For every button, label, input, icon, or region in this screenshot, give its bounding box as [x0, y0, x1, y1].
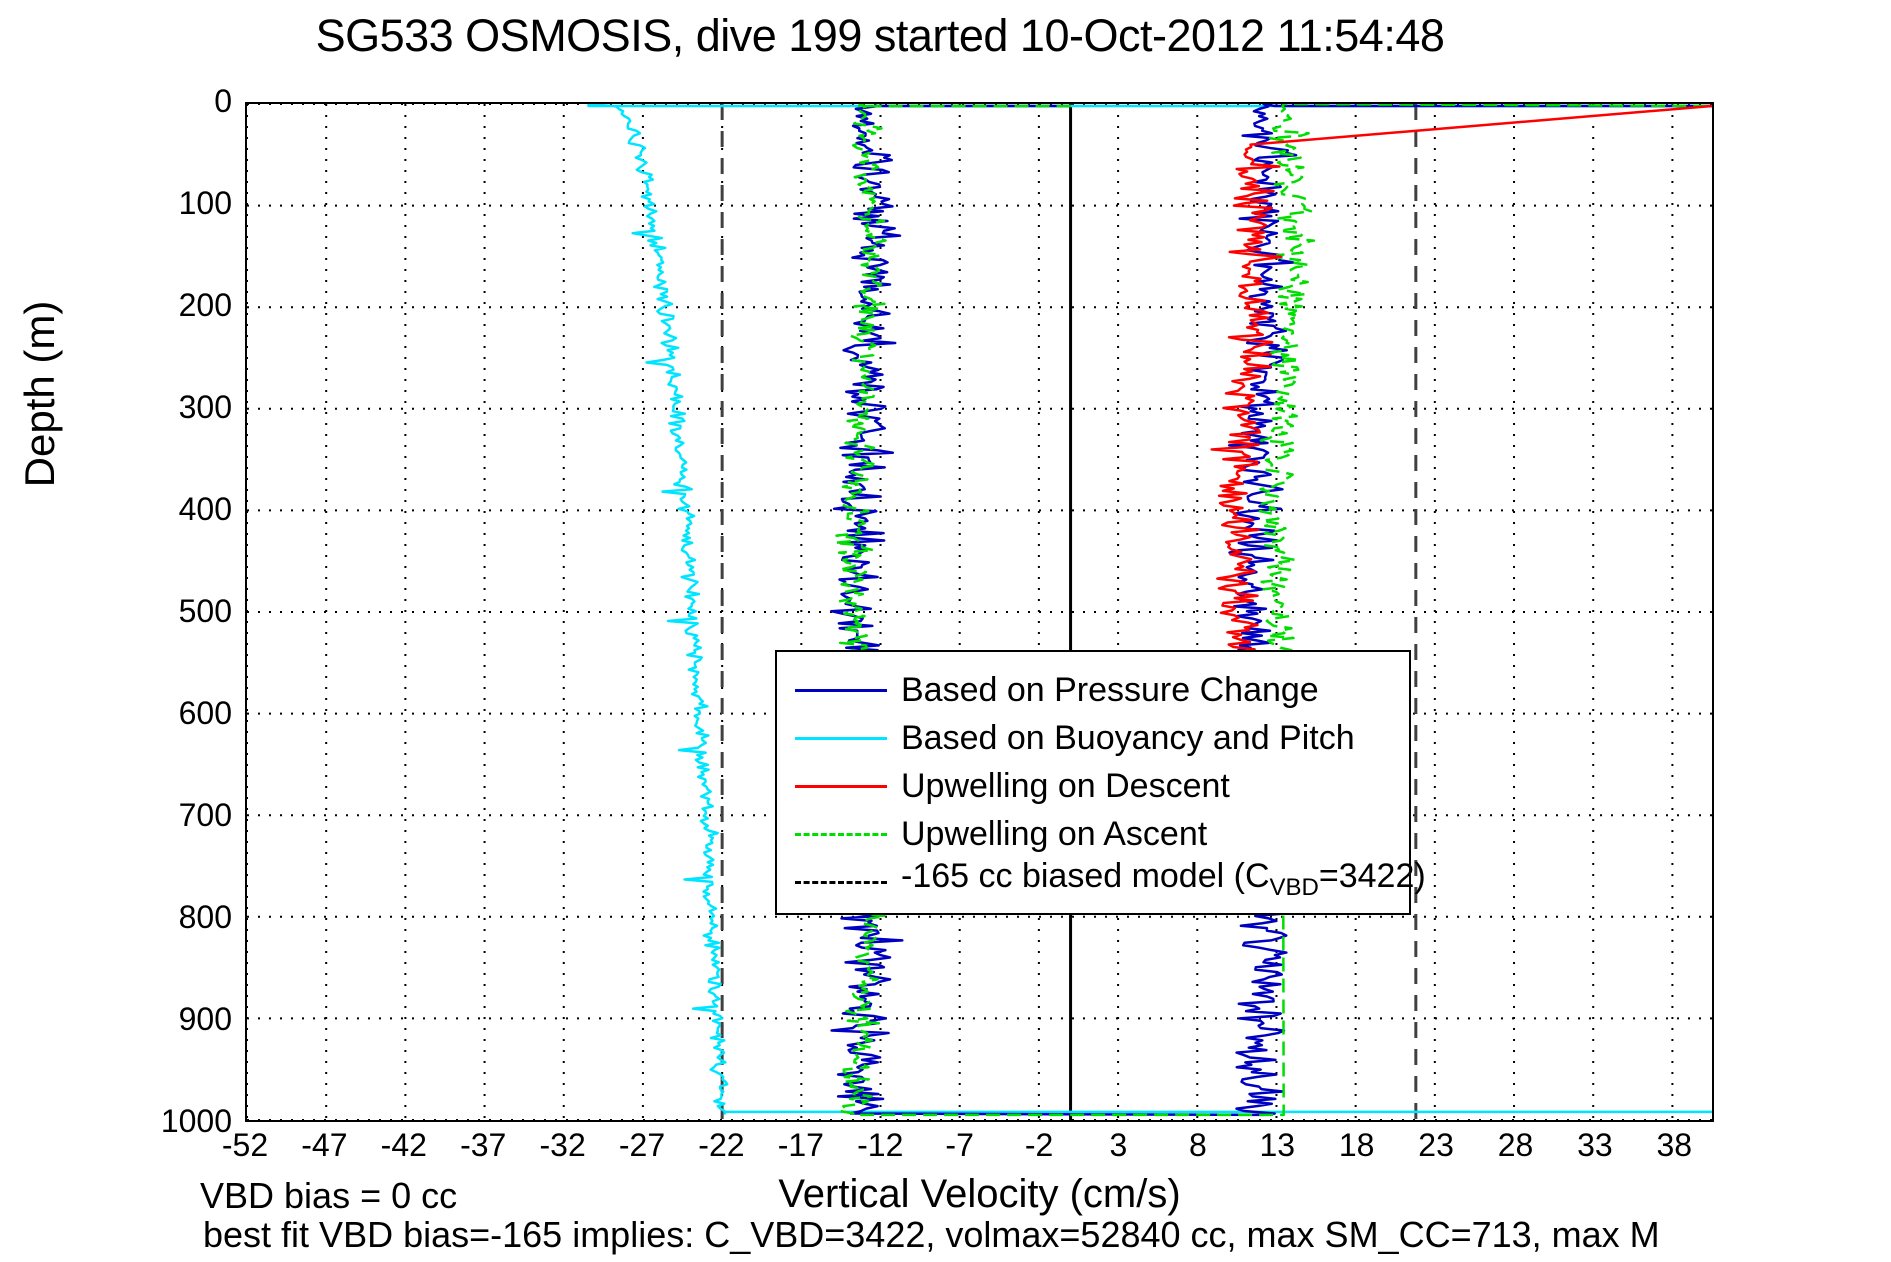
plot-axes — [245, 102, 1714, 1122]
y-tick-label: 700 — [178, 797, 232, 833]
x-axis-tick-labels: -52 -47 -42 -37 -32 -27 -22 -17 -12 -7 -2 3 8 13 18 23 2… — [222, 1127, 1714, 1168]
x-tick-label: -47 — [301, 1127, 348, 1163]
y-tick-label: 600 — [178, 695, 232, 731]
y-tick-label: 900 — [178, 1001, 232, 1037]
x-tick-label: 33 — [1577, 1127, 1613, 1163]
x-tick-label: 23 — [1418, 1127, 1454, 1163]
x-tick-label: -32 — [539, 1127, 586, 1163]
page-title: SG533 OSMOSIS, dive 199 started 10-Oct-2… — [315, 10, 1445, 61]
x-tick-label: 13 — [1259, 1127, 1296, 1163]
x-tick-label: -52 — [221, 1127, 269, 1163]
legend-line-swatch — [795, 872, 887, 892]
legend-item[interactable]: Based on Buoyancy and Pitch — [777, 714, 1409, 762]
legend-item-label: Upwelling on Ascent — [901, 815, 1208, 853]
y-tick-label: 500 — [178, 593, 232, 629]
model-label-pre: -165 cc biased model (C — [901, 857, 1270, 896]
x-tick-label: 28 — [1497, 1127, 1534, 1163]
legend-item[interactable]: Based on Pressure Change — [777, 666, 1409, 714]
x-tick-label: -27 — [618, 1127, 666, 1163]
x-tick-label: -17 — [777, 1127, 824, 1163]
vbd-bias-note: VBD bias = 0 cc — [200, 1175, 458, 1216]
legend-line-swatch — [795, 776, 887, 796]
x-tick-label: -12 — [857, 1127, 904, 1163]
x-tick-label: -7 — [945, 1127, 974, 1163]
y-tick-label: 1000 — [160, 1103, 232, 1139]
legend: Based on Pressure Change Based on Buoyanc… — [775, 650, 1426, 915]
plot-series-canvas — [247, 104, 1712, 1120]
y-tick-label: 400 — [178, 491, 232, 527]
x-tick-label: -22 — [698, 1127, 745, 1163]
legend-item-label: -165 cc biased model (CVBD=3422) — [901, 858, 1426, 906]
y-tick-label: 300 — [178, 389, 232, 425]
x-tick-label: -37 — [460, 1127, 507, 1163]
y-tick-label: 100 — [178, 185, 232, 221]
y-tick-label: 0 — [214, 83, 232, 119]
legend-item-biased-model[interactable]: -165 cc biased model (CVBD=3422) — [777, 858, 1426, 906]
best-fit-note: best fit VBD bias=-165 implies: C_VBD=34… — [203, 1214, 1660, 1255]
legend-line-swatch — [795, 680, 887, 700]
x-tick-label: -42 — [380, 1127, 427, 1163]
legend-line-swatch — [795, 728, 887, 748]
legend-item[interactable]: Upwelling on Ascent — [777, 810, 1409, 858]
y-axis-tick-labels: 0 100 200 300 400 500 600 700 800 900 1000 — [120, 85, 232, 1137]
x-tick-label: 3 — [1109, 1127, 1128, 1163]
legend-item-label: Upwelling on Descent — [901, 767, 1230, 805]
y-tick-label: 200 — [178, 287, 232, 323]
model-label-subscript: VBD — [1269, 873, 1319, 901]
legend-item-label: Based on Buoyancy and Pitch — [901, 719, 1355, 757]
legend-line-swatch — [795, 824, 887, 844]
x-tick-label: -2 — [1024, 1127, 1054, 1163]
x-tick-label: 18 — [1338, 1127, 1375, 1163]
x-tick-label: 38 — [1656, 1127, 1693, 1163]
legend-item-label: Based on Pressure Change — [901, 671, 1319, 709]
model-label-post: =3422) — [1318, 857, 1426, 896]
y-tick-label: 800 — [178, 899, 232, 935]
x-tick-label: 8 — [1188, 1127, 1207, 1163]
y-axis-label: Depth (m) — [16, 300, 63, 488]
legend-item[interactable]: Upwelling on Descent — [777, 762, 1409, 810]
x-axis-label: Vertical Velocity (cm/s) — [778, 1172, 1181, 1216]
